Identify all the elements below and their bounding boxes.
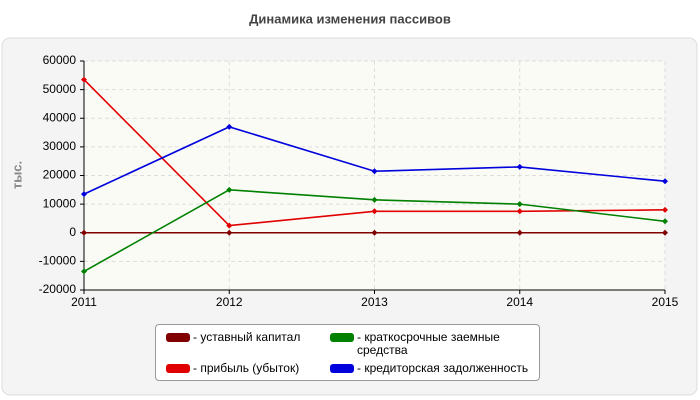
legend-item: - краткосрочные заемные средства: [330, 331, 540, 358]
legend-item: - уставный капитал: [166, 331, 326, 358]
legend-label: - прибыль (убыток): [193, 361, 300, 375]
point: [662, 206, 668, 213]
y-tick-label: 40000: [43, 110, 77, 124]
legend-label: - краткосрочные заемные средства: [357, 330, 500, 357]
chart-title: Динамика изменения пассивов: [249, 11, 451, 26]
legend-swatch: [166, 364, 190, 373]
point: [516, 201, 523, 208]
point: [662, 178, 668, 185]
y-tick-label: 10000: [43, 196, 77, 210]
y-tick-label: -20000: [39, 282, 77, 296]
point: [371, 229, 378, 236]
point: [516, 163, 523, 170]
y-tick-label: 20000: [43, 168, 77, 182]
legend: - уставный капитал - прибыль (убыток) - кр…: [155, 324, 540, 381]
legend-swatch: [166, 333, 190, 342]
y-tick-label: 0: [69, 225, 76, 239]
x-tick-label: 2013: [361, 295, 388, 309]
point: [81, 76, 87, 83]
y-tick-label: -10000: [39, 254, 77, 268]
point: [516, 229, 523, 236]
y-axis-label: тыс.: [9, 161, 24, 189]
x-tick-label: 2011: [71, 295, 97, 309]
point: [371, 168, 378, 175]
y-tick-label: 50000: [43, 82, 77, 96]
legend-label: - кредиторская задолженность: [357, 361, 529, 375]
legend-swatch: [330, 333, 354, 342]
point: [371, 208, 378, 215]
point: [226, 123, 233, 130]
point: [371, 196, 378, 203]
point: [226, 222, 233, 229]
x-tick-label: 2012: [216, 295, 243, 309]
legend-label: - уставный капитал: [193, 330, 301, 344]
y-tick-label: 60000: [43, 53, 77, 67]
point: [226, 229, 233, 236]
y-tick-label: 30000: [43, 139, 77, 153]
legend-item: - прибыль (убыток): [166, 362, 326, 376]
point: [81, 229, 87, 236]
point: [81, 191, 87, 198]
x-tick-label: 2014: [506, 295, 533, 309]
point: [662, 229, 668, 236]
point: [662, 218, 668, 225]
point: [81, 268, 87, 275]
x-tick-label: 2015: [652, 295, 679, 309]
point: [226, 186, 233, 193]
point: [516, 208, 523, 215]
legend-swatch: [330, 364, 354, 373]
legend-item: - кредиторская задолженность: [330, 362, 540, 376]
